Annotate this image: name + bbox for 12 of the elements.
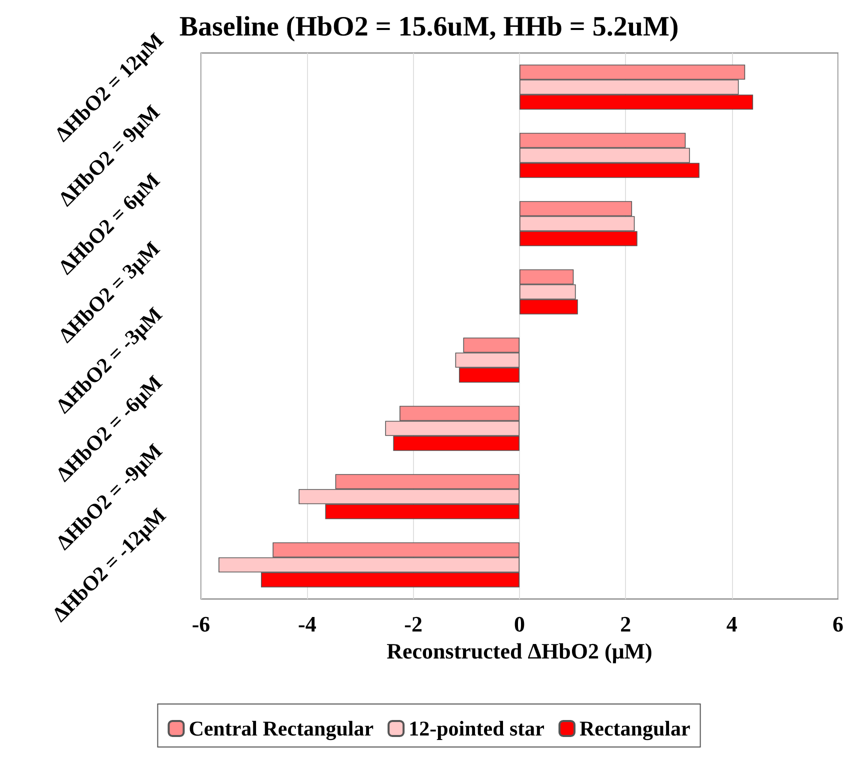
legend-label: 12-pointed star (408, 716, 544, 740)
chart-title: Baseline (HbO2 = 15.6uM, HHb = 5.2uM) (179, 12, 679, 42)
x-axis-title: Reconstructed ΔHbO2 (μM) (386, 638, 652, 664)
legend-label: Rectangular (579, 716, 690, 740)
x-tick-label: 0 (514, 612, 525, 636)
x-tick-label: 4 (726, 612, 738, 636)
legend-label: Central Rectangular (188, 716, 374, 740)
x-tick-label: -2 (404, 612, 422, 636)
x-tick-label: -4 (298, 612, 316, 636)
x-tick-label: 2 (620, 612, 632, 636)
x-tick-label: 6 (832, 612, 844, 636)
x-tick-label: -6 (192, 612, 210, 636)
